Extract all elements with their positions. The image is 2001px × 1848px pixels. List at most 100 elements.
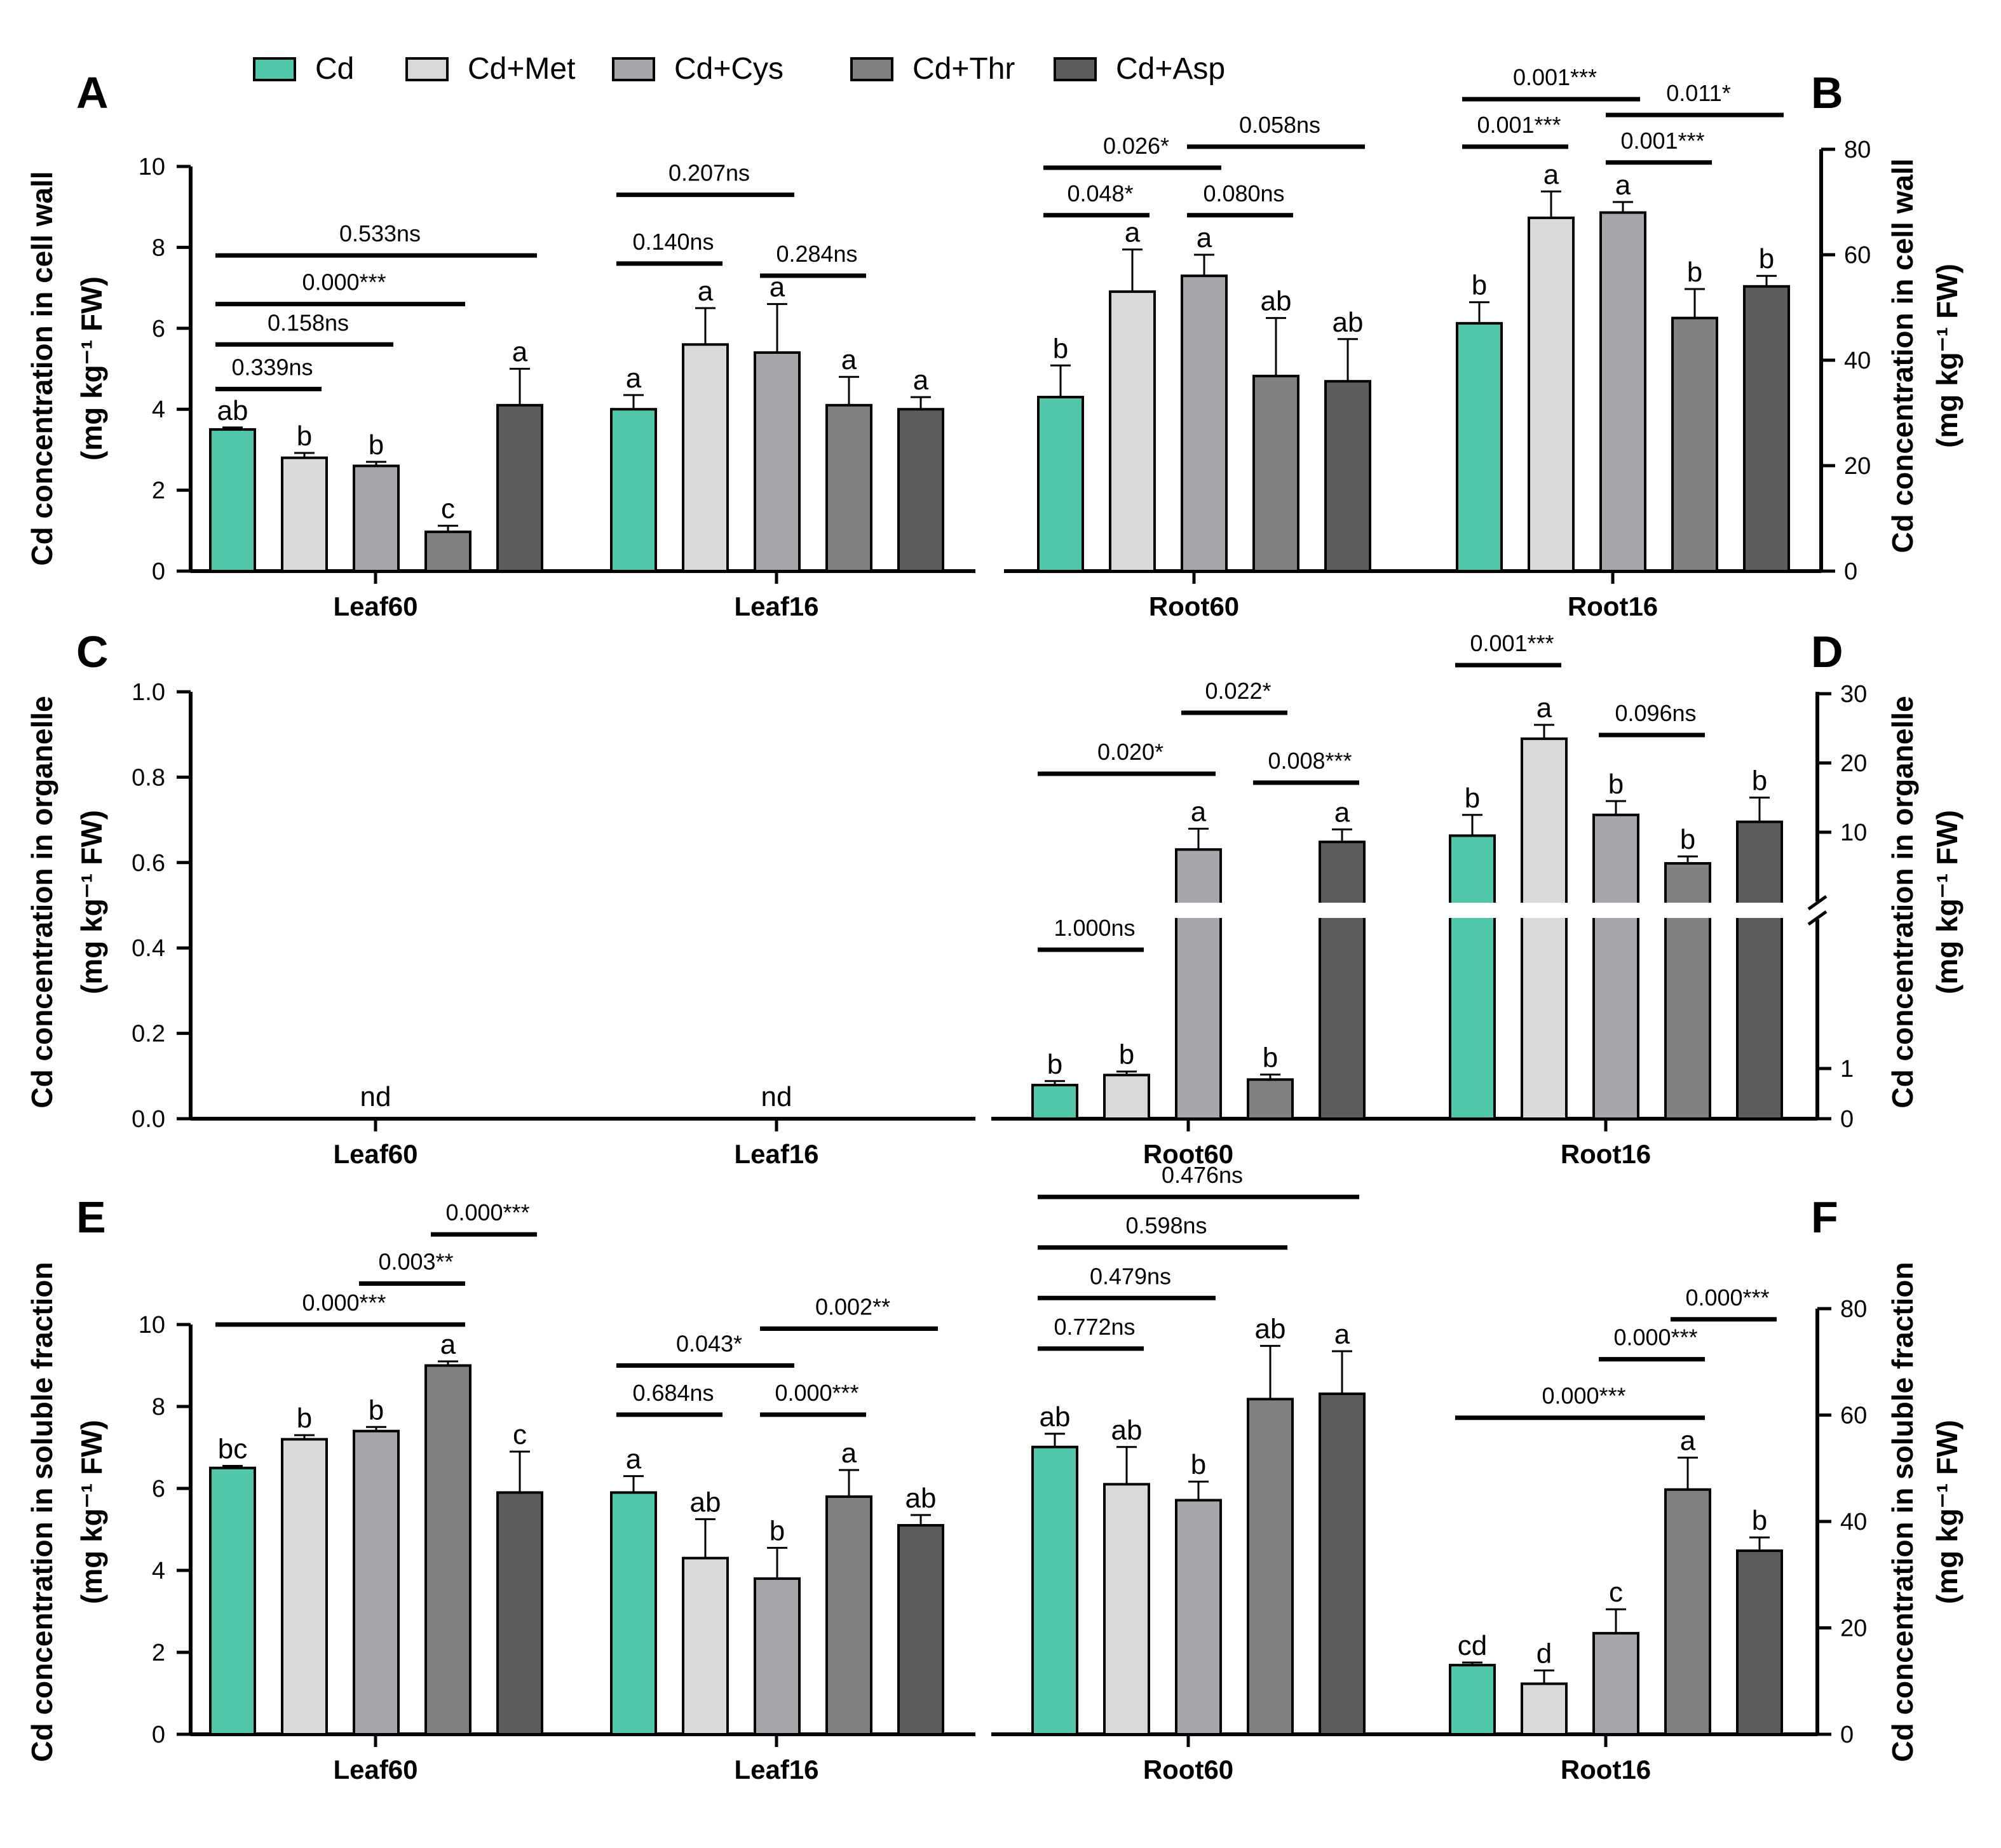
significance-letter: b xyxy=(1752,1505,1767,1536)
y-tick-label: 6 xyxy=(152,316,165,342)
legend-label-2: Cd+Cys xyxy=(674,52,783,86)
significance-letter: a xyxy=(913,365,929,396)
y-tick-label: 8 xyxy=(152,1394,165,1420)
y-tick-label: 60 xyxy=(1844,242,1871,269)
bar xyxy=(897,1524,944,1736)
bar xyxy=(1521,1682,1568,1736)
bar xyxy=(1664,862,1711,1121)
bar xyxy=(1592,813,1639,1120)
bar xyxy=(209,428,256,572)
comparison-label: 1.000ns xyxy=(1054,915,1135,941)
bar xyxy=(1037,396,1084,572)
bar xyxy=(353,1429,400,1736)
legend: Cd Cd+Met Cd+Cys Cd+Thr Cd+Asp xyxy=(253,52,1225,86)
y-tick-label: 2 xyxy=(152,478,165,504)
comparison-label: 0.096ns xyxy=(1615,700,1696,726)
significance-letter: ab xyxy=(1040,1401,1071,1433)
x-category-label: Leaf16 xyxy=(734,591,818,621)
bar-break-gap xyxy=(1592,903,1640,918)
significance-letter: ab xyxy=(1261,286,1292,317)
comparison-label: 0.011* xyxy=(1666,80,1730,106)
legend-label-4: Cd+Asp xyxy=(1116,52,1225,86)
comparison-label: 0.000*** xyxy=(302,1290,386,1316)
bar xyxy=(1449,834,1496,1120)
significance-letter: b xyxy=(1759,243,1774,274)
bar xyxy=(825,1495,872,1736)
significance-letter: b xyxy=(1608,769,1624,800)
bar-break-gap xyxy=(1520,903,1568,918)
significance-letter: b xyxy=(1472,270,1487,301)
not-detected-label: nd xyxy=(360,1081,391,1112)
y-tick-label: 0 xyxy=(1840,1106,1854,1133)
bar xyxy=(1319,1393,1366,1736)
axis-break-mark xyxy=(1807,894,1828,911)
y-tick-label: 30 xyxy=(1840,681,1867,708)
comparison-label: 0.533ns xyxy=(339,220,421,246)
y-tick-label: 10 xyxy=(139,154,165,180)
significance-letter: b xyxy=(770,1516,785,1547)
x-category-label: Leaf60 xyxy=(333,1755,417,1784)
significance-letter: ab xyxy=(1255,1314,1286,1345)
significance-letter: b xyxy=(369,1394,384,1426)
bar xyxy=(496,1491,543,1736)
comparison-label: 0.207ns xyxy=(668,160,750,186)
significance-letter: bc xyxy=(218,1434,247,1465)
y-axis-unit: (mg kg⁻¹ FW) xyxy=(75,276,108,461)
significance-letter: a xyxy=(698,276,714,307)
comparison-label: 0.476ns xyxy=(1162,1162,1243,1188)
panel-b: B Cd concentration in cell wall (mg kg⁻¹ F… xyxy=(1004,64,1964,621)
significance-letter: b xyxy=(1119,1039,1134,1070)
significance-letter: b xyxy=(1263,1042,1278,1073)
significance-letter: a xyxy=(1536,692,1552,724)
axis-break-mark xyxy=(1807,910,1828,926)
comparison-label: 0.000*** xyxy=(1613,1325,1697,1351)
panel-letter: C xyxy=(76,627,109,677)
comparison-label: 0.020* xyxy=(1097,739,1163,765)
panel-letter: D xyxy=(1811,627,1843,677)
legend-label-3: Cd+Thr xyxy=(912,52,1015,86)
bar xyxy=(496,403,543,573)
x-category-label: Root16 xyxy=(1561,1755,1651,1784)
significance-letter: ab xyxy=(1333,307,1364,338)
comparison-label: 0.140ns xyxy=(632,229,714,255)
x-category-label: Root60 xyxy=(1149,591,1239,621)
y-axis-unit: (mg kg⁻¹ FW) xyxy=(75,1420,108,1604)
bar xyxy=(1449,1664,1496,1736)
comparison-label: 0.284ns xyxy=(776,241,857,267)
significance-letter: a xyxy=(1197,222,1212,253)
significance-letter: a xyxy=(841,1438,857,1469)
bar xyxy=(1252,374,1299,573)
significance-letter: a xyxy=(512,337,528,368)
bar xyxy=(1247,1398,1294,1736)
bar xyxy=(424,1364,471,1736)
x-category-label: Leaf60 xyxy=(333,1139,417,1169)
y-tick-label: 0.8 xyxy=(132,764,165,791)
significance-letter: ab xyxy=(906,1483,937,1514)
bar xyxy=(281,456,328,573)
bar xyxy=(1743,285,1790,572)
bar xyxy=(1319,840,1366,1120)
bar-break-gap xyxy=(1448,903,1496,918)
y-tick-label: 4 xyxy=(152,396,165,423)
y-tick-label: 80 xyxy=(1840,1296,1867,1323)
y-tick-label: 80 xyxy=(1844,137,1871,163)
bar xyxy=(1103,1483,1150,1736)
significance-letter: b xyxy=(1687,257,1702,288)
comparison-label: 0.000*** xyxy=(775,1380,858,1406)
significance-letter: b xyxy=(1053,333,1068,364)
bar xyxy=(281,1438,328,1736)
bar xyxy=(754,1577,801,1736)
significance-letter: b xyxy=(1191,1449,1206,1480)
significance-letter: a xyxy=(1125,217,1141,248)
panel-a: A Cd concentration in cell wall (mg kg⁻¹ F… xyxy=(25,68,975,621)
comparison-label: 0.479ns xyxy=(1090,1263,1171,1289)
significance-letter: b xyxy=(369,429,384,461)
x-category-label: Leaf16 xyxy=(734,1139,818,1169)
bar xyxy=(1599,211,1646,573)
significance-letter: ab xyxy=(690,1487,721,1518)
y-tick-label: 20 xyxy=(1840,750,1867,777)
bar xyxy=(424,530,471,572)
comparison-label: 0.001*** xyxy=(1477,112,1561,138)
